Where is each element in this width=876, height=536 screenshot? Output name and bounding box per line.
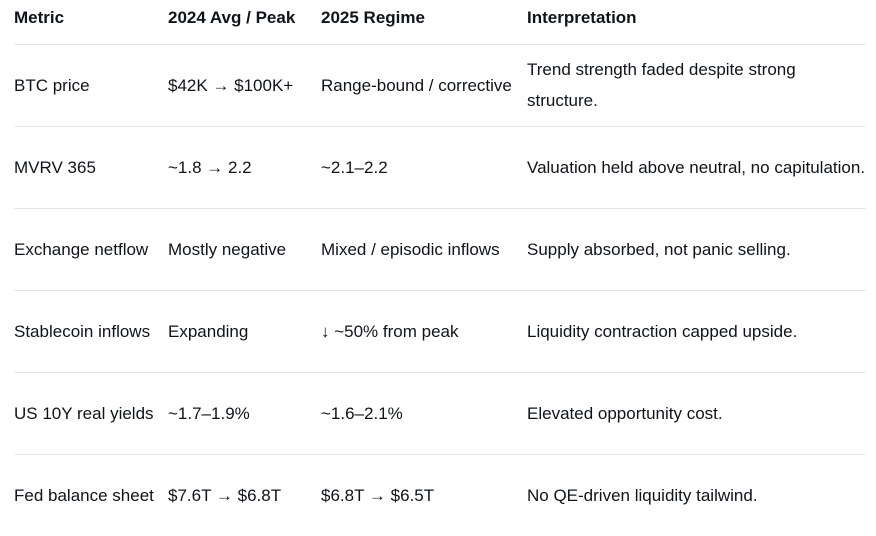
cell-2024: ~1.8 → 2.2 [168,157,252,177]
row-divider [14,126,866,127]
cell-2025: $6.8T → $6.5T [321,485,435,505]
header-interpretation: Interpretation [527,8,637,27]
table-row: Stablecoin inflows Expanding ↓ ~50% from… [0,290,876,372]
cell-2024: Expanding [168,321,249,341]
cell-interpretation: No QE-driven liquidity tailwind. [527,485,758,505]
cell-metric: Exchange netflow [14,239,149,259]
row-divider [14,44,866,45]
cell-2025: Mixed / episodic inflows [321,239,500,259]
cell-metric: Stablecoin inflows [14,321,151,341]
cell-metric: US 10Y real yields [14,403,154,423]
cell-metric: Fed balance sheet [14,485,154,505]
table-row: MVRV 365 ~1.8 → 2.2 ~2.1–2.2 Valuation h… [0,126,876,208]
table-row: Exchange netflow Mostly negative Mixed /… [0,208,876,290]
row-divider [14,454,866,455]
header-2024-avg-peak: 2024 Avg / Peak [168,8,296,27]
header-2025-regime: 2025 Regime [321,8,425,27]
cell-metric: MVRV 365 [14,157,96,177]
cell-2024: $7.6T → $6.8T [168,485,282,505]
table-header-row: Metric 2024 Avg / Peak 2025 Regime Inter… [0,0,876,44]
table-row: Fed balance sheet $7.6T → $6.8T $6.8T → … [0,454,876,536]
row-divider [14,290,866,291]
cell-interpretation: Supply absorbed, not panic selling. [527,239,791,259]
cell-2024: ~1.7–1.9% [168,403,250,423]
cell-2025: ↓ ~50% from peak [321,321,459,341]
row-divider [14,208,866,209]
cell-2025: ~2.1–2.2 [321,157,388,177]
cell-2024: Mostly negative [168,239,287,259]
table-row: US 10Y real yields ~1.7–1.9% ~1.6–2.1% E… [0,372,876,454]
cell-2024: $42K → $100K+ [168,75,294,95]
cell-metric: BTC price [14,75,90,95]
cell-interpretation: Trend strength faded despite strong stru… [527,60,796,110]
cell-interpretation: Elevated opportunity cost. [527,403,723,423]
cell-2025: ~1.6–2.1% [321,403,403,423]
cell-interpretation: Liquidity contraction capped upside. [527,321,798,341]
row-divider [14,372,866,373]
header-metric: Metric [14,8,65,27]
cell-2025: Range-bound / corrective [321,75,512,95]
table-row: BTC price $42K → $100K+ Range-bound / co… [0,44,876,126]
cell-interpretation: Valuation held above neutral, no capitul… [527,157,866,177]
